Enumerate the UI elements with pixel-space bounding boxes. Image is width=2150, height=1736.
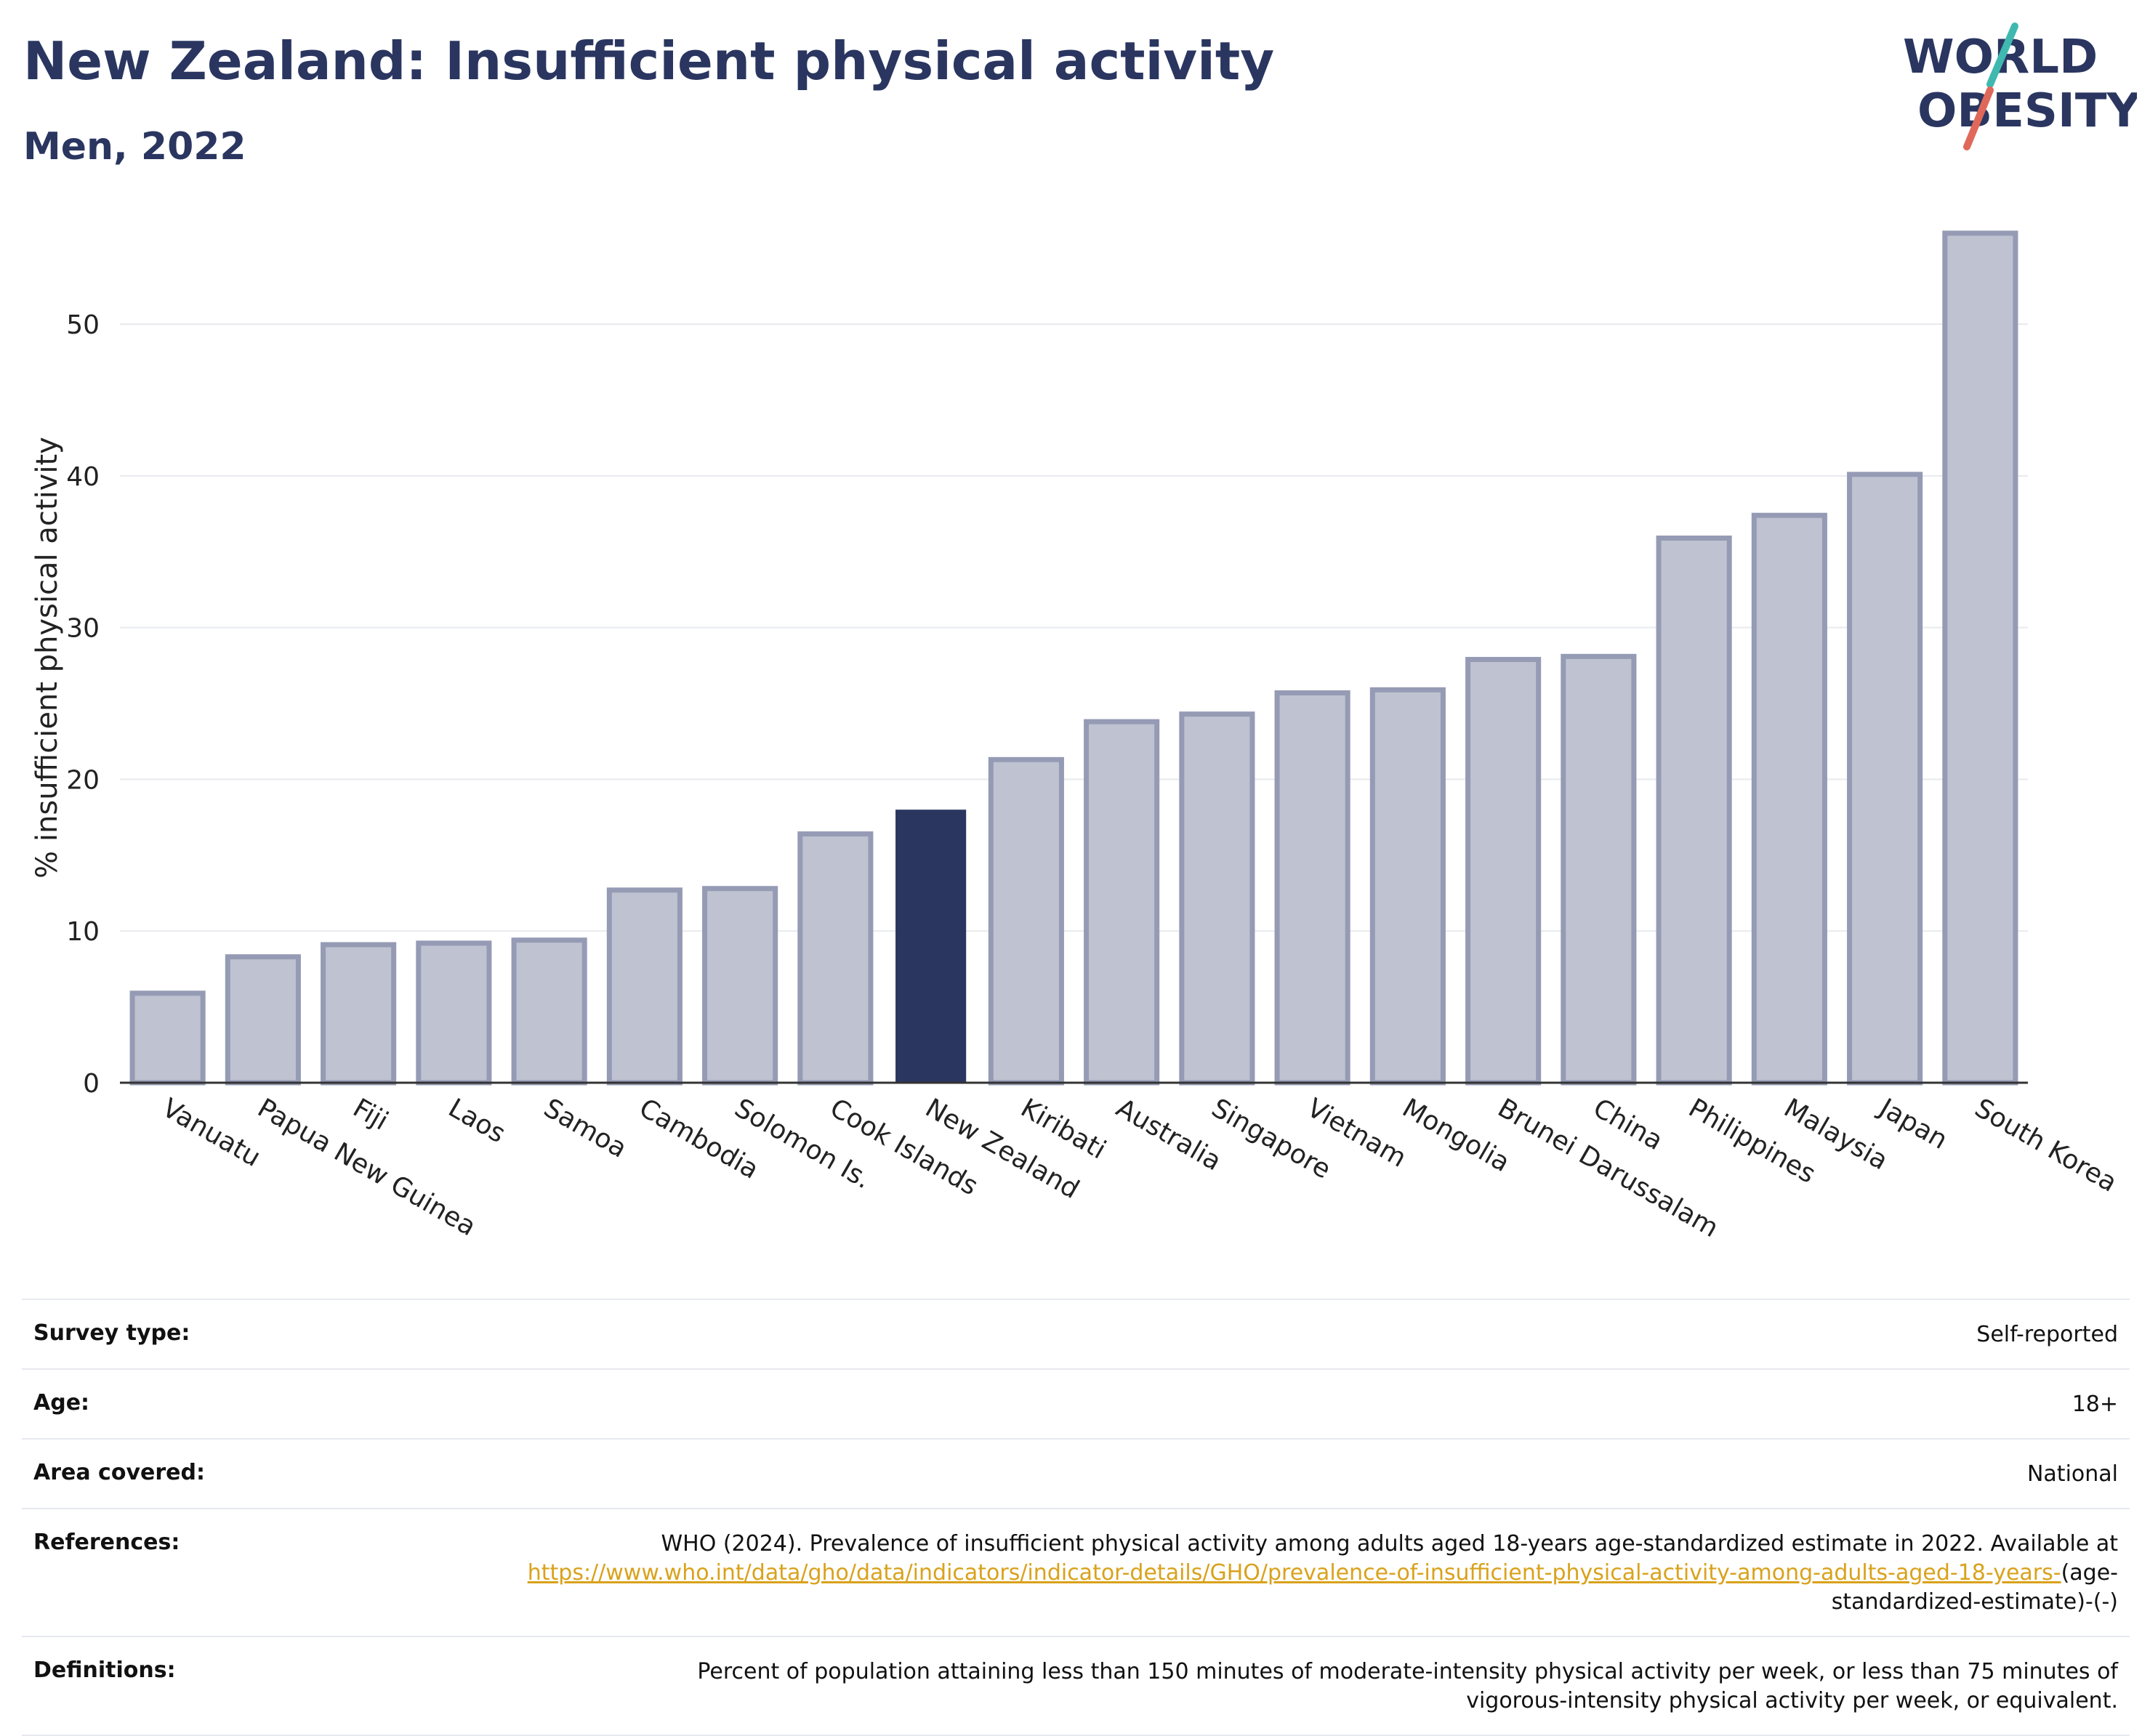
x-tick-label: Australia <box>1111 1093 1226 1176</box>
y-tick-label: 10 <box>66 917 100 947</box>
bar-vietnam <box>1274 690 1350 1086</box>
bar-brunei-darussalam <box>1465 657 1542 1086</box>
info-key: Definitions: <box>33 1658 176 1683</box>
x-tick-label: Fiji <box>348 1093 393 1137</box>
x-tick-label: Laos <box>443 1093 510 1149</box>
x-tick-label: Samoa <box>539 1093 632 1164</box>
bar-australia <box>1084 719 1160 1086</box>
bar-cambodia <box>606 887 683 1086</box>
bar-fiji <box>321 942 397 1086</box>
info-key: Survey type: <box>33 1320 190 1346</box>
bar-malaysia <box>1751 512 1827 1086</box>
bar-vanuatu <box>129 990 206 1086</box>
y-tick-label: 0 <box>83 1069 100 1099</box>
page-subtitle: Men, 2022 <box>23 125 246 169</box>
y-tick-label: 40 <box>66 462 100 492</box>
bar-chart: 0 10 20 30 40 50 % insufficient physical activ… <box>31 230 2122 1243</box>
bar-kiribati <box>988 756 1064 1086</box>
info-row-references: References: WHO (2024). Prevalence of in… <box>22 1508 2130 1636</box>
x-tick-label: Mongolia <box>1397 1093 1515 1178</box>
references-text: WHO (2024). Prevalence of insufficient p… <box>661 1531 2118 1557</box>
bar-papua-new-guinea <box>225 954 301 1086</box>
y-axis-title: % insufficient physical activity <box>31 437 64 879</box>
y-tick-label: 30 <box>66 614 100 644</box>
logo-slash-coral <box>1963 86 1994 150</box>
bar-laos <box>416 940 492 1086</box>
bar-japan <box>1847 472 1923 1086</box>
bar-solomon-is- <box>702 886 778 1086</box>
logo-line2: OBESITY <box>1917 84 2137 138</box>
bar-singapore <box>1179 711 1255 1086</box>
info-value: 18+ <box>2072 1392 2118 1417</box>
info-row-age: Age: 18+ <box>22 1368 2130 1438</box>
bar-china <box>1561 653 1637 1086</box>
y-tick-label: 20 <box>66 765 100 795</box>
bar-mongolia <box>1369 687 1446 1086</box>
x-tick-label: Vanuatu <box>157 1093 265 1173</box>
info-row-definitions: Definitions: Percent of population attai… <box>22 1636 2130 1736</box>
references-text-after: (age-standardized-estimate)-(-) <box>1831 1560 2118 1615</box>
y-tick-label: 50 <box>66 310 100 340</box>
info-row-survey-type: Survey type: Self-reported <box>22 1299 2130 1368</box>
bar-cook-islands <box>797 831 874 1086</box>
bar-samoa <box>511 937 587 1086</box>
info-value: National <box>2026 1461 2118 1487</box>
info-value: Self-reported <box>1976 1322 2118 1347</box>
bar-philippines <box>1656 536 1732 1086</box>
info-key: Age: <box>33 1390 90 1416</box>
info-table: Survey type: Self-reported Age: 18+ Area… <box>22 1299 2130 1736</box>
world-obesity-logo: WORLD OBESITY <box>1903 23 2137 150</box>
references-value: WHO (2024). Prevalence of insufficient p… <box>446 1530 2118 1617</box>
info-key: References: <box>33 1530 180 1555</box>
page-title: New Zealand: Insufficient physical activ… <box>23 31 1275 92</box>
info-key: Area covered: <box>33 1460 205 1485</box>
references-link[interactable]: https://www.who.int/data/gho/data/indica… <box>527 1560 2061 1586</box>
bar-new-zealand <box>895 810 967 1083</box>
info-row-area-covered: Area covered: National <box>22 1438 2130 1508</box>
x-tick-label: South Korea <box>1970 1093 2122 1198</box>
info-value: Percent of population attaining less tha… <box>697 1659 2118 1713</box>
logo-slash-teal <box>1986 23 2018 88</box>
bar-south-korea <box>1942 230 2018 1086</box>
